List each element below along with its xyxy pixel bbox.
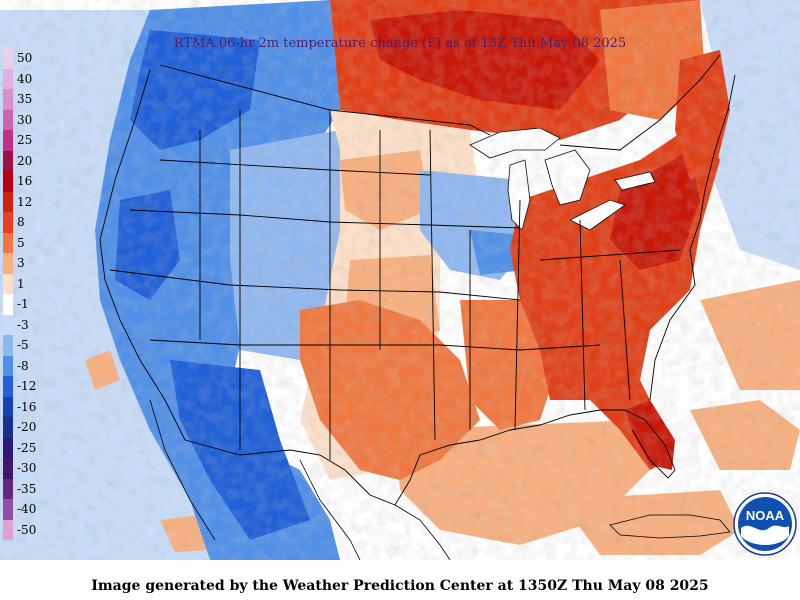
legend-label: -35: [17, 481, 37, 496]
legend-swatch: [3, 437, 13, 458]
legend-label: 25: [17, 133, 33, 147]
legend-label: 16: [17, 174, 33, 188]
legend-label: 35: [17, 92, 33, 106]
legend-label: -16: [17, 399, 37, 414]
map-title: RTMA 06-hr 2m temperature change (F) as …: [173, 36, 627, 51]
legend-swatch: [3, 191, 13, 212]
noaa-logo: NOAA: [733, 492, 797, 556]
legend-swatch: [3, 109, 13, 130]
legend-swatch: [3, 519, 13, 540]
map-footer: Image generated by the Weather Predictio…: [91, 578, 709, 594]
legend-swatch: [3, 335, 13, 356]
analysis-texture: [0, 0, 800, 560]
legend-label: 30: [17, 112, 33, 127]
legend-swatch: [3, 396, 13, 417]
legend-label: -1: [17, 297, 29, 311]
legend-label: -40: [17, 502, 37, 516]
legend-swatch: [3, 89, 13, 110]
legend-swatch: [3, 376, 13, 397]
legend-swatch: [3, 171, 13, 192]
legend-swatch: [3, 478, 13, 499]
legend-label: -30: [17, 461, 37, 475]
legend-swatch: [3, 273, 13, 294]
legend-swatch: [3, 355, 13, 376]
legend-label: -20: [17, 420, 37, 434]
international-coastlines: [149, 399, 731, 560]
legend-swatch: [3, 417, 13, 438]
noaa-logo-text: NOAA: [746, 508, 785, 523]
map-frame: [0, 0, 800, 560]
noaa-logo-icon: NOAA: [733, 492, 797, 556]
legend-label: 8: [17, 215, 25, 229]
legend-label: 1: [17, 276, 25, 291]
legend-label: -12: [17, 379, 37, 393]
legend-label: -50: [17, 522, 37, 537]
legend-swatch: [3, 212, 13, 233]
legend-label: 12: [17, 194, 33, 209]
legend-swatch: [3, 499, 13, 520]
legend-swatch: [3, 150, 13, 171]
legend-swatch: [3, 253, 13, 274]
legend-label: 5: [17, 235, 25, 250]
legend-label: 50: [17, 51, 33, 65]
legend-label: -8: [17, 358, 29, 373]
legend-swatch: [3, 314, 13, 335]
state-borders: [99, 54, 736, 506]
legend-label: 40: [17, 71, 33, 86]
legend-swatch: [3, 458, 13, 479]
legend-swatch: [3, 68, 13, 89]
temperature-change-map: [0, 0, 800, 560]
legend-swatch: [3, 48, 13, 69]
legend-label: 20: [17, 153, 33, 168]
legend-swatch: [3, 294, 13, 315]
legend-label: -3: [17, 317, 29, 332]
legend-label: 3: [17, 256, 25, 270]
legend-swatch: [3, 232, 13, 253]
legend-label: -25: [17, 440, 37, 455]
legend-label: -5: [17, 338, 29, 352]
legend-swatch: [3, 130, 13, 151]
